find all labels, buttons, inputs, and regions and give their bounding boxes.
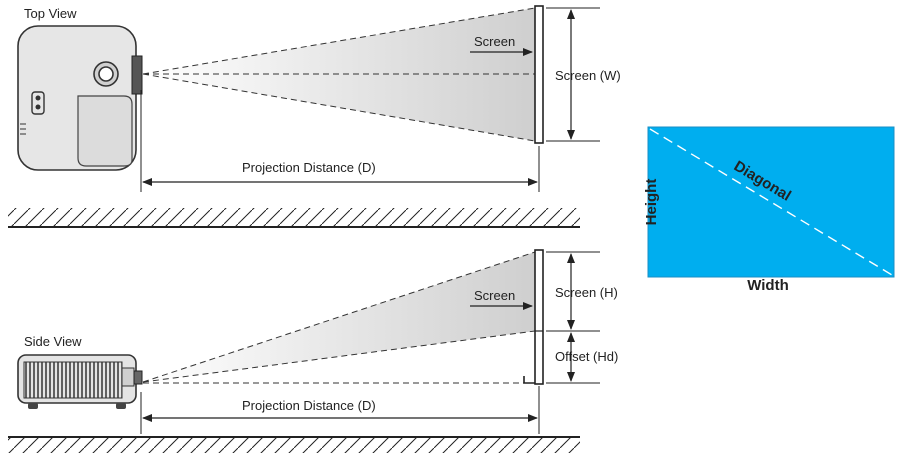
side-screen-label: Screen	[474, 288, 515, 303]
top-distance-label: Projection Distance (D)	[242, 160, 376, 175]
width-label: Width	[747, 277, 789, 294]
side-view-label: Side View	[24, 334, 82, 349]
top-floor	[8, 208, 580, 228]
screen-height-label: Screen (H)	[555, 285, 618, 300]
top-screen-label: Screen	[474, 34, 515, 49]
top-view-label: Top View	[24, 6, 77, 21]
side-screen	[534, 249, 544, 385]
offset-label: Offset (Hd)	[555, 349, 618, 364]
height-label: Height	[643, 179, 660, 226]
side-floor	[8, 436, 580, 453]
top-screen	[534, 5, 544, 144]
projector-top-icon	[17, 25, 143, 171]
screen-width-label: Screen (W)	[555, 68, 621, 83]
top-view: Top View Screen Screen (W)	[8, 5, 621, 228]
screen-size-diagram: Diagonal Height Width	[643, 126, 895, 294]
side-view: Side View Screen Screen (H) Offset (Hd)	[8, 249, 618, 453]
projector-side-icon	[17, 354, 143, 409]
side-distance-label: Projection Distance (D)	[242, 398, 376, 413]
screen-rectangle	[647, 126, 895, 278]
